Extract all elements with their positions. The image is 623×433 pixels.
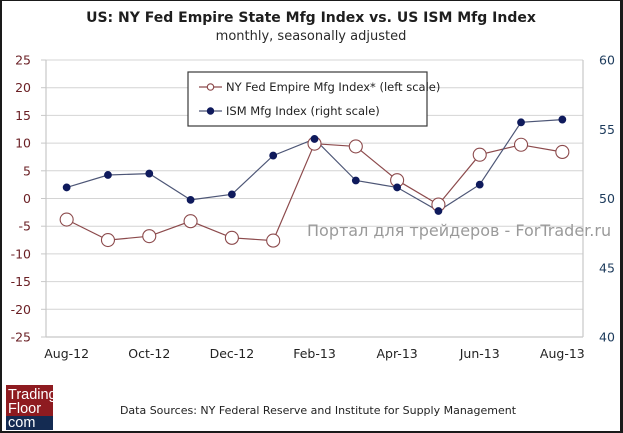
data-point-ism — [351, 176, 360, 185]
gridlines — [46, 59, 583, 310]
left-tick-label: 15 — [15, 108, 31, 123]
logo-navy-block — [6, 416, 53, 430]
data-point-ism — [475, 180, 484, 189]
data-point-ism — [434, 207, 443, 215]
left-tick-label: 0 — [23, 191, 31, 206]
logo-line2: Floor — [8, 401, 41, 417]
left-tick-label: -10 — [11, 246, 31, 261]
data-point-ny-fed — [183, 214, 198, 229]
data-point-ism — [517, 118, 525, 127]
data-point-ism — [269, 151, 278, 160]
x-axis-ticks: Aug-12 Oct-12 Dec-12 Feb-13 Apr-13 Jun-13 Aug-… — [44, 346, 585, 361]
x-tick-label: Dec-12 — [210, 346, 255, 361]
data-point-ism — [104, 171, 112, 179]
data-point-ny-fed — [142, 229, 157, 244]
data-point-ny-fed — [266, 233, 281, 248]
data-point-ny-fed — [59, 212, 74, 227]
right-tick-label: 60 — [599, 53, 615, 68]
left-tick-label: -15 — [11, 274, 31, 289]
x-tick-label: Jun-13 — [459, 346, 500, 361]
data-point-ny-fed — [472, 147, 487, 162]
left-tick-label: -25 — [11, 330, 31, 345]
data-point-ny-fed — [513, 137, 529, 152]
x-tick-label: Aug-12 — [44, 346, 89, 361]
legend-label-ny-fed: NY Fed Empire Mfg Index* (left scale) — [226, 80, 440, 94]
logo-red-block — [6, 385, 53, 416]
legend-marker-open-circle-icon — [206, 83, 215, 91]
logo-line3: com — [8, 415, 35, 431]
left-y-axis-ticks: 25 20 15 10 5 0 -5 -10 -15 -20 -25 — [11, 53, 46, 345]
data-sources-note: Data Sources: NY Federal Reserve and Ins… — [120, 404, 517, 417]
data-point-ism — [186, 195, 195, 204]
data-point-ism — [62, 183, 71, 192]
legend: NY Fed Empire Mfg Index* (left scale) IS… — [187, 71, 440, 127]
left-tick-label: -5 — [19, 219, 31, 234]
right-tick-label: 40 — [599, 330, 615, 345]
x-tick-label: Aug-13 — [540, 346, 585, 361]
chart-title: US: NY Fed Empire State Mfg Index vs. US… — [86, 10, 536, 26]
right-y-axis-ticks: 60 55 50 45 40 — [599, 53, 615, 345]
left-tick-label: 10 — [15, 136, 31, 151]
legend-item-ism: ISM Mfg Index (right scale) — [199, 104, 380, 118]
legend-item-ny-fed: NY Fed Empire Mfg Index* (left scale) — [199, 80, 440, 94]
right-tick-label: 50 — [599, 191, 615, 206]
left-tick-label: 5 — [23, 163, 31, 178]
x-tick-label: Oct-12 — [128, 346, 170, 361]
watermark: Портал для трейдеров - ForTrader.ru — [307, 221, 611, 240]
x-tick-label: Apr-13 — [376, 346, 417, 361]
data-point-ism — [310, 135, 319, 143]
data-point-ism — [227, 190, 236, 199]
legend-label-ism: ISM Mfg Index (right scale) — [226, 104, 380, 118]
data-point-ism — [145, 169, 154, 178]
data-point-ism — [393, 183, 402, 192]
data-point-ny-fed — [100, 233, 116, 248]
tradingfloor-logo: Trading Floor com — [6, 385, 57, 431]
right-tick-label: 45 — [599, 260, 615, 275]
chart-subtitle: monthly, seasonally adjusted — [216, 29, 407, 44]
data-point-ny-fed — [348, 139, 363, 154]
x-tick-label: Feb-13 — [293, 346, 336, 361]
legend-marker-filled-circle-icon — [206, 107, 215, 115]
left-tick-label: 25 — [15, 53, 31, 68]
series-line-ism — [66, 119, 563, 212]
legend-box — [187, 71, 428, 127]
data-point-ny-fed — [555, 144, 570, 160]
left-tick-label: -20 — [11, 302, 31, 317]
series-points — [59, 115, 570, 248]
right-tick-label: 55 — [599, 122, 615, 137]
data-point-ism — [558, 115, 567, 124]
logo-line1: Trading — [8, 387, 57, 403]
data-point-ny-fed — [224, 230, 239, 245]
left-tick-label: 20 — [15, 80, 31, 95]
